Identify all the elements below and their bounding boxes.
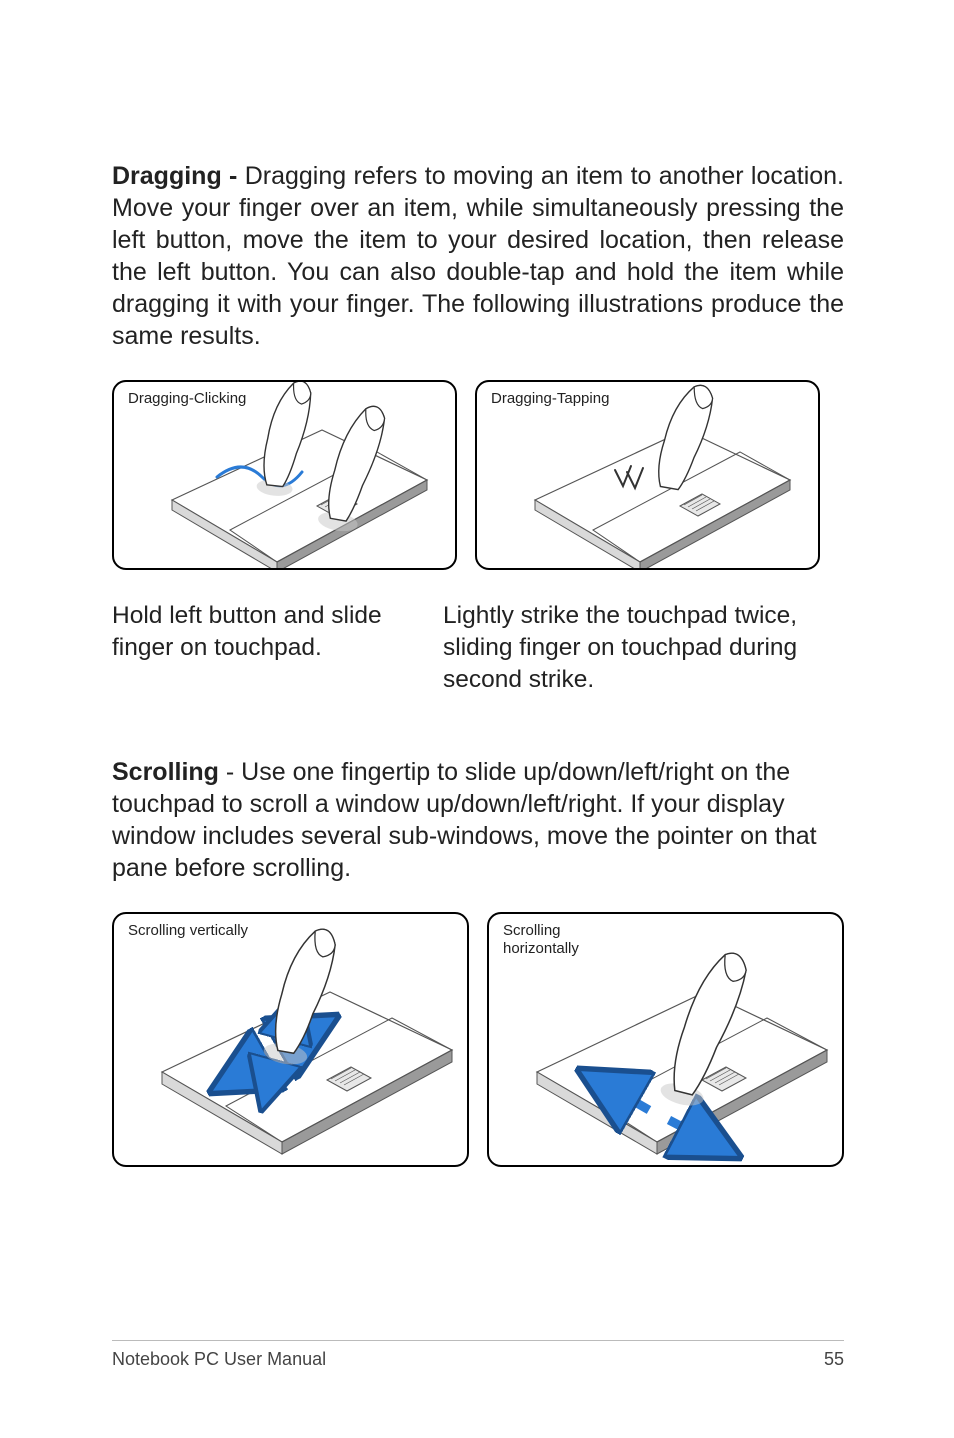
scrolling-heading: Scrolling — [112, 758, 219, 786]
caption-dragging-tapping: Lightly strike the touchpad twice, slidi… — [443, 600, 803, 696]
footer-title: Notebook PC User Manual — [112, 1349, 326, 1370]
dragging-caption-row: Hold left button and slide finger on tou… — [112, 600, 844, 696]
figure-scrolling-horizontally: Scrollinghorizontally — [487, 912, 844, 1167]
figure-label: Dragging-Clicking — [128, 390, 246, 407]
scrolling-vertically-illustration — [114, 914, 469, 1167]
figure-dragging-tapping: Dragging-Tapping — [475, 380, 820, 570]
dragging-paragraph: Dragging - Dragging refers to moving an … — [112, 160, 844, 352]
caption-dragging-clicking: Hold left button and slide finger on tou… — [112, 600, 420, 696]
dragging-clicking-illustration — [114, 382, 457, 570]
page-footer: Notebook PC User Manual 55 — [112, 1340, 844, 1370]
footer-page-number: 55 — [824, 1349, 844, 1370]
figure-label: Dragging-Tapping — [491, 390, 609, 407]
figure-label: Scrollinghorizontally — [503, 922, 579, 958]
scrolling-paragraph: Scrolling - Use one fingertip to slide u… — [112, 756, 844, 884]
figure-scrolling-vertically: Scrolling vertically — [112, 912, 469, 1167]
figure-label: Scrolling vertically — [128, 922, 248, 939]
figure-dragging-clicking: Dragging-Clicking — [112, 380, 457, 570]
dragging-heading: Dragging - — [112, 162, 245, 190]
scrolling-figure-row: Scrolling vertically — [112, 912, 844, 1167]
dragging-tapping-illustration — [477, 382, 820, 570]
dragging-body: Dragging refers to moving an item to ano… — [112, 162, 844, 350]
dragging-figure-row: Dragging-Clicking — [112, 380, 844, 570]
